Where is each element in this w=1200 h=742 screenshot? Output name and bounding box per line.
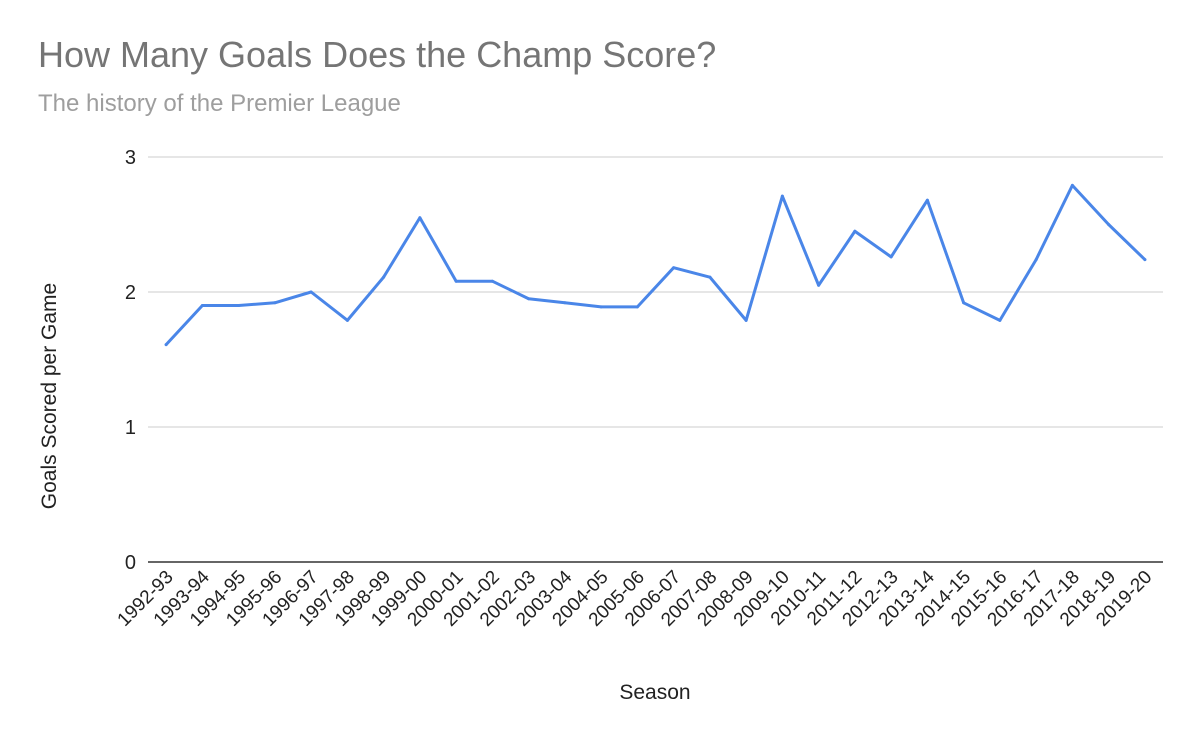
data-point <box>1143 258 1147 262</box>
data-point <box>962 301 966 305</box>
x-axis-ticks: 1992-931993-941994-951995-961996-971997-… <box>114 566 1157 630</box>
data-point <box>454 279 458 283</box>
data-point <box>273 301 277 305</box>
data-point <box>635 305 639 309</box>
data-point <box>853 229 857 233</box>
chart-title: How Many Goals Does the Champ Score? <box>38 34 717 75</box>
data-point <box>599 305 603 309</box>
data-point <box>889 255 893 259</box>
data-point <box>1034 258 1038 262</box>
series-line-group <box>164 183 1147 347</box>
series-line <box>164 183 1147 347</box>
data-point <box>200 304 204 307</box>
chart-subtitle: The history of the Premier League <box>38 90 401 117</box>
data-point <box>527 297 531 301</box>
y-tick-label: 0 <box>125 552 136 574</box>
y-tick-label: 3 <box>125 147 136 169</box>
data-point <box>309 290 313 294</box>
data-point <box>418 216 422 220</box>
y-tick-label: 2 <box>125 282 136 304</box>
data-point <box>817 283 821 287</box>
data-point <box>744 318 748 322</box>
data-point <box>998 318 1002 322</box>
data-point <box>925 198 929 202</box>
data-point <box>382 275 386 279</box>
gridlines <box>148 156 1163 428</box>
data-point <box>1070 183 1074 187</box>
data-point <box>708 275 712 279</box>
y-axis-label: Goals Scored per Game <box>38 283 61 509</box>
y-tick-label: 1 <box>125 417 136 439</box>
data-point <box>490 279 494 283</box>
data-points <box>164 183 1147 347</box>
data-point <box>672 266 676 270</box>
data-point <box>345 318 349 322</box>
y-axis-ticks: 0 1 2 3 <box>125 147 136 574</box>
x-axis-label: Season <box>619 681 690 704</box>
data-point <box>1107 223 1111 226</box>
data-point <box>164 343 168 347</box>
data-point <box>780 194 784 198</box>
data-point <box>563 301 567 305</box>
data-point <box>237 304 241 307</box>
